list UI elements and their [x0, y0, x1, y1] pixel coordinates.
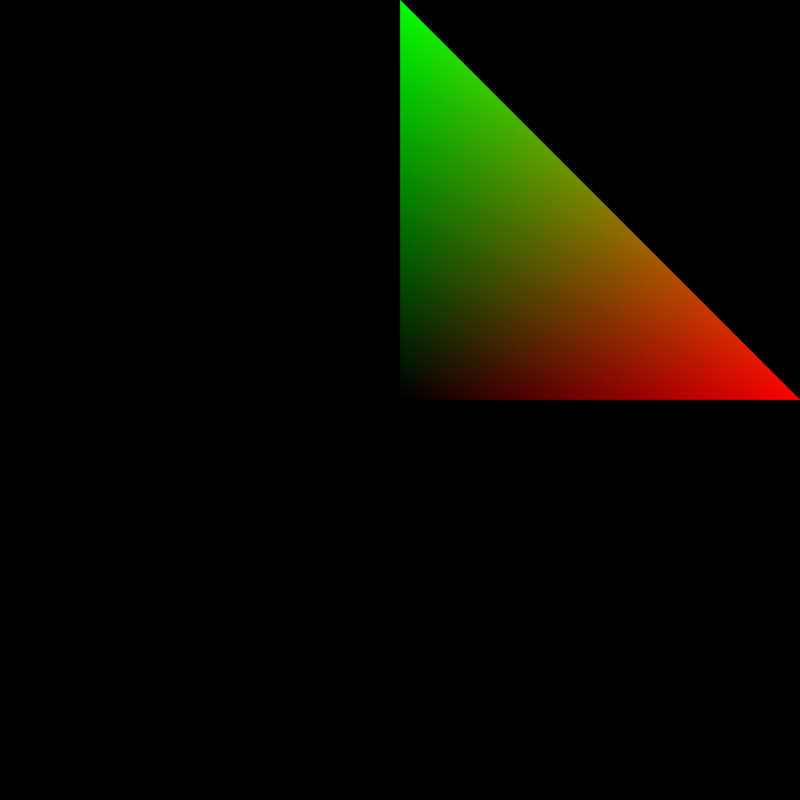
render-viewport — [0, 0, 800, 800]
gradient-triangle — [0, 0, 800, 800]
